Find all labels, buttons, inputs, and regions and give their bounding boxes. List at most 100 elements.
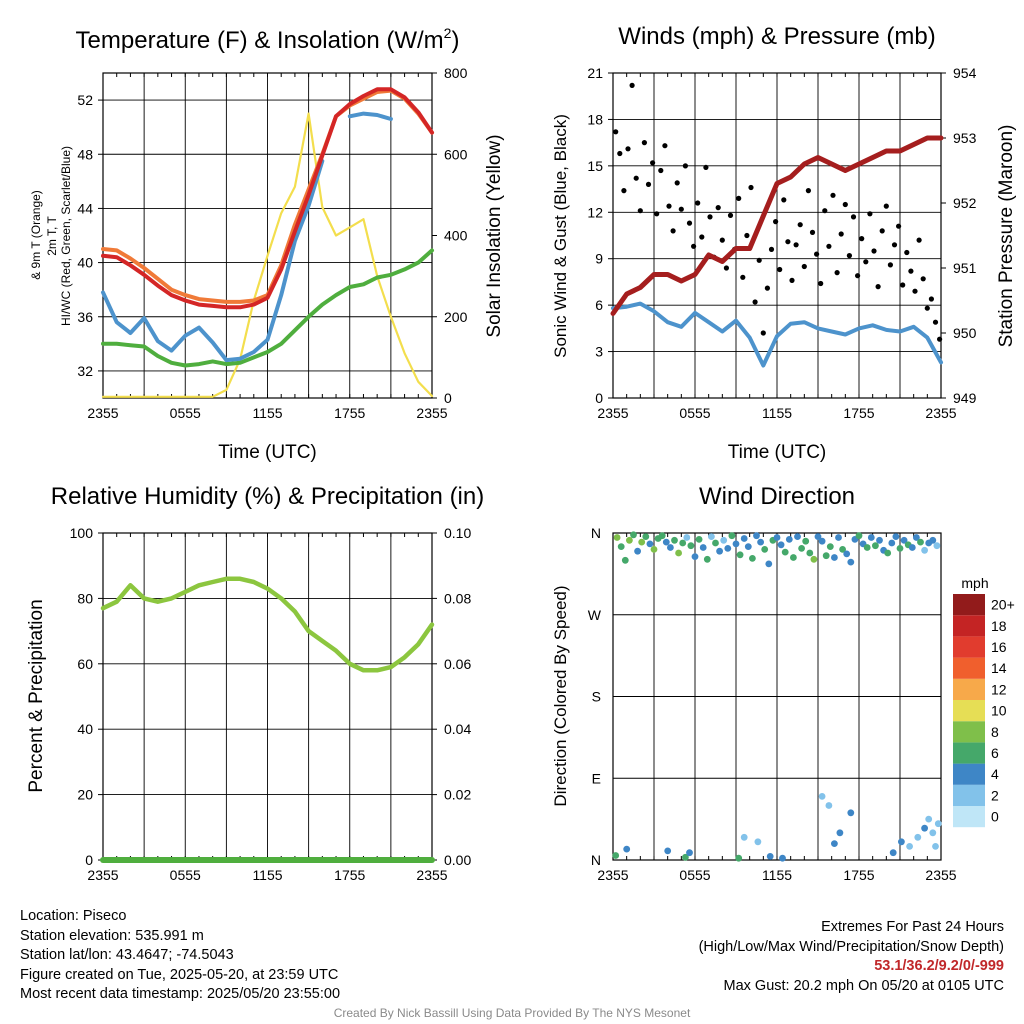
x-tick-label: 0555 bbox=[679, 405, 710, 421]
legend-swatch bbox=[953, 763, 985, 785]
x-tick-label: 1155 bbox=[762, 867, 792, 883]
direction-point bbox=[929, 536, 937, 544]
gust-point bbox=[621, 188, 627, 194]
direction-point bbox=[933, 542, 941, 550]
gust-point bbox=[686, 220, 693, 226]
y-tick-label: 0 bbox=[85, 852, 93, 868]
x-tick-label: 2355 bbox=[597, 405, 628, 421]
direction-point bbox=[682, 853, 689, 861]
direction-point bbox=[621, 556, 629, 564]
gust-point bbox=[789, 277, 795, 283]
gust-point bbox=[682, 163, 689, 169]
legend-swatch bbox=[953, 657, 985, 679]
direction-point bbox=[671, 536, 678, 544]
x-tick-label: 0555 bbox=[170, 867, 201, 883]
series-rh_green bbox=[100, 576, 435, 673]
direction-point bbox=[753, 532, 760, 540]
direction-point bbox=[843, 550, 851, 558]
gust-point bbox=[928, 296, 935, 302]
direction-point bbox=[822, 552, 830, 560]
direction-point bbox=[818, 793, 826, 800]
direction-point bbox=[810, 555, 818, 563]
y-tick-label: 9 bbox=[595, 251, 603, 267]
gust-point bbox=[887, 262, 894, 268]
gust-point bbox=[703, 164, 709, 170]
gust-point bbox=[658, 167, 664, 174]
extremes-title: Extremes For Past 24 Hours bbox=[821, 919, 1004, 935]
direction-point bbox=[814, 533, 822, 540]
y-tick-label: 40 bbox=[77, 255, 93, 271]
y-tick-label: 100 bbox=[70, 525, 94, 541]
panel-title: Temperature (F) & Insolation (W/m2) bbox=[76, 25, 460, 54]
gust-point bbox=[859, 236, 865, 242]
gust-point bbox=[760, 330, 766, 336]
direction-point bbox=[612, 852, 620, 859]
x-tick-label: 2355 bbox=[416, 405, 447, 421]
direction-point bbox=[876, 536, 883, 544]
gust-point bbox=[908, 268, 914, 274]
y-axis-label: Percent & Precipitation bbox=[26, 599, 47, 792]
gust-point bbox=[650, 160, 656, 166]
credit-text: Created By Nick Bassill Using Data Provi… bbox=[333, 1006, 691, 1020]
y2-tick-label: 600 bbox=[444, 146, 468, 162]
direction-point bbox=[831, 840, 838, 847]
direction-point bbox=[925, 815, 933, 823]
y2-tick-label: 951 bbox=[953, 260, 977, 276]
y2-tick-label: 953 bbox=[953, 130, 977, 146]
direction-tick-label: N bbox=[591, 525, 601, 541]
direction-point bbox=[914, 833, 922, 841]
gust-point bbox=[662, 143, 668, 149]
direction-point bbox=[650, 546, 658, 553]
y-axis-label: Sonic Wind & Gust (Blue, Black) bbox=[551, 114, 570, 358]
direction-point bbox=[675, 549, 682, 557]
direction-point bbox=[839, 546, 846, 553]
direction-point bbox=[906, 843, 913, 850]
gust-point bbox=[822, 208, 828, 214]
gust-point bbox=[736, 195, 742, 201]
direction-point bbox=[667, 544, 674, 551]
gust-point bbox=[727, 212, 734, 218]
gust-point bbox=[764, 285, 771, 291]
gust-point bbox=[625, 146, 631, 152]
direction-point bbox=[889, 849, 897, 857]
gust-point bbox=[912, 288, 918, 294]
y-tick-label: 40 bbox=[77, 721, 93, 737]
direction-tick-label: N bbox=[591, 852, 601, 868]
y2-axis-label: Solar Insolation (Yellow) bbox=[484, 134, 505, 337]
gust-point bbox=[830, 192, 836, 198]
legend-label: 4 bbox=[991, 766, 999, 782]
legend-swatch bbox=[953, 615, 985, 637]
legend-label: 12 bbox=[991, 681, 1007, 697]
direction-point bbox=[766, 853, 774, 860]
direction-point bbox=[932, 843, 939, 850]
y2-tick-label: 949 bbox=[953, 390, 977, 406]
gust-point bbox=[838, 231, 844, 237]
y-tick-label: 32 bbox=[77, 363, 93, 379]
y2-tick-label: 952 bbox=[953, 195, 977, 211]
direction-point bbox=[613, 534, 621, 541]
gust-point bbox=[613, 129, 619, 135]
direction-point bbox=[826, 543, 834, 550]
direction-point bbox=[642, 533, 650, 540]
y2-axis-label: Station Pressure (Maroon) bbox=[996, 125, 1017, 348]
series-blue bbox=[101, 111, 393, 363]
y2-tick-label: 0 bbox=[444, 390, 452, 406]
direction-point bbox=[736, 551, 744, 559]
direction-point bbox=[773, 534, 781, 541]
y-tick-label: 18 bbox=[587, 111, 603, 127]
gust-point bbox=[916, 237, 922, 243]
panel-title: Wind Direction bbox=[699, 483, 855, 510]
extremes-values: 53.1/36.2/9.2/0/-999 bbox=[874, 958, 1004, 974]
direction-point bbox=[724, 545, 732, 552]
gust-point bbox=[777, 266, 783, 273]
gust-point bbox=[629, 82, 635, 88]
direction-point bbox=[699, 544, 707, 551]
direction-point bbox=[740, 833, 748, 841]
direction-point bbox=[917, 538, 924, 546]
direction-point bbox=[847, 558, 855, 566]
series-green bbox=[101, 248, 434, 368]
x-tick-label: 2355 bbox=[416, 867, 447, 883]
x-tick-label: 2355 bbox=[925, 405, 956, 421]
x-axis-label: Time (UTC) bbox=[218, 442, 317, 463]
direction-point bbox=[626, 536, 633, 544]
